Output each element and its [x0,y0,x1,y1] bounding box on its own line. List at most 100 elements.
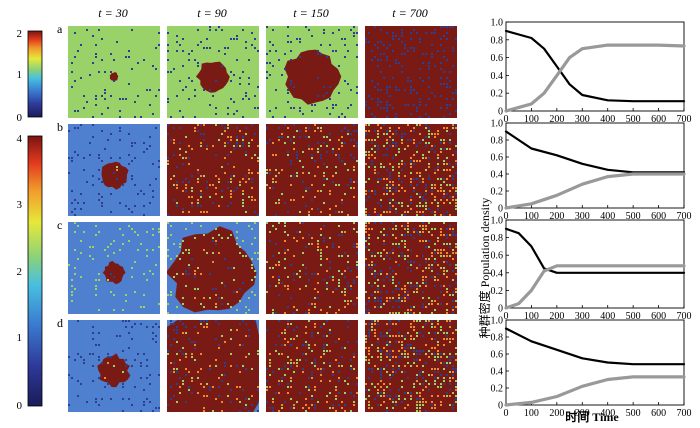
snapshot-a-3 [266,26,358,118]
y-tick-label: 1.0 [491,18,504,29]
time-header-700: t = 700 [392,6,427,20]
x-tick-label: 400 [600,408,615,419]
x-tick-label: 600 [651,211,666,222]
x-tick-label: 100 [524,211,539,222]
snapshot-c-2 [167,222,259,314]
x-tick-label: 700 [677,408,692,419]
y-tick-label: 0 [498,204,503,215]
y-tick-label: 0.8 [491,136,504,147]
snapshot-d-4 [365,320,457,412]
snapshot-grid [68,26,457,412]
x-tick-label: 0 [504,211,509,222]
x-tick-label: 700 [677,211,692,222]
snapshot-d-3 [266,320,358,412]
series-line-black [504,227,686,274]
x-tick-label: 500 [626,114,641,125]
series-line-gray [504,43,686,113]
chart-panel-b: 0 0.2 0.4 0.6 0.8 1.0 0 100 200 300 400 500 600 700 [491,119,692,223]
colorbar-bottom-label-4: 4 [17,133,23,145]
x-tick-label: 400 [600,211,615,222]
x-axis-label: 时间 Time [565,409,619,424]
x-tick-label: 600 [651,408,666,419]
row-label-b: b [57,120,63,134]
snapshot-a-4 [365,26,457,118]
snapshot-b-4 [365,124,457,216]
row-label-d: d [57,316,63,330]
colorbar-bottom: 4 3 2 1 0 [17,133,43,412]
x-tick-label: 400 [600,114,615,125]
snapshot-b-3 [266,124,358,216]
x-tick-label: 600 [651,114,666,125]
x-tick-label: 0 [504,311,509,322]
time-header-150: t = 150 [293,6,328,20]
y-tick-label: 0.4 [491,268,504,279]
x-tick-label: 200 [549,211,564,222]
colorbar-bottom-label-1: 1 [17,332,23,344]
chart-panel-d: 0 0.2 0.4 0.6 0.8 1.0 0 100 200 300 400 500 600 700 [491,316,692,420]
x-tick-label: 500 [626,408,641,419]
series-line-gray [504,375,686,407]
x-tick-label: 500 [626,311,641,322]
x-tick-label: 400 [600,311,615,322]
y-tick-label: 0.8 [491,233,504,244]
snapshot-d-1 [68,320,160,412]
population-density-charts: 00.20.40.60.81.00 100 200 300 400 500 600 70000… [491,18,692,420]
x-tick-label: 0 [504,408,509,419]
y-axis-label: 种群密度 Population density [477,198,492,339]
y-tick-label: 0.6 [491,251,504,262]
snapshot-b-1 [68,124,160,216]
chart-panel-a: 0 0.2 0.4 0.6 0.8 1.0 0 100 200 300 400 500 600 700 [491,18,692,126]
x-tick-label: 200 [549,408,564,419]
y-tick-label: 0.2 [491,89,504,100]
row-labels: a b c d [57,22,63,330]
x-tick-label: 500 [626,211,641,222]
colorbar-bottom-label-3: 3 [17,199,23,211]
x-tick-label: 100 [524,114,539,125]
y-tick-label: 0.4 [491,170,504,181]
colorbar-bottom-label-0: 0 [17,400,23,412]
y-tick-label: 0.4 [491,71,504,82]
colorbar-top-min-label: 0 [17,112,23,124]
y-tick-label: 0.2 [491,286,504,297]
series-line-gray [504,264,686,310]
y-tick-label: 0.6 [491,350,504,361]
chart-frame [505,122,685,209]
x-tick-label: 200 [549,114,564,125]
y-tick-label: 0 [498,107,503,118]
series-line-black [504,130,686,174]
snapshot-b-2 [167,124,259,216]
colorbar-top: 2 1 0 [17,28,43,124]
x-tick-label: 100 [524,408,539,419]
x-tick-label: 300 [575,114,590,125]
row-label-c: c [57,218,62,232]
time-header-90: t = 90 [197,6,226,20]
chart-frame [505,219,685,309]
x-tick-label: 100 [524,311,539,322]
x-tick-label: 700 [677,311,692,322]
snapshot-a-2 [167,26,259,118]
y-tick-label: 0.2 [491,384,504,395]
x-tick-label: 300 [575,408,590,419]
chart-panel-c: 0 0.2 0.4 0.6 0.8 1.0 0 100 200 300 400 500 600 700 [491,216,692,323]
y-tick-label: 1.0 [491,316,504,327]
y-tick-label: 0 [498,304,503,315]
x-tick-label: 300 [575,211,590,222]
y-tick-label: 0 [498,401,503,412]
y-tick-label: 0.4 [491,367,504,378]
x-tick-label: 200 [549,311,564,322]
series-line-black [504,29,686,103]
row-label-a: a [57,22,63,36]
x-tick-label: 300 [575,311,590,322]
snapshot-c-1 [68,222,160,314]
colorbar-top-max-label: 2 [17,28,23,40]
time-headers: t = 30 t = 90 t = 150 t = 700 [98,6,427,20]
time-header-30: t = 30 [98,6,127,20]
y-tick-label: 1.0 [491,216,504,227]
snapshot-c-3 [266,222,358,314]
y-tick-label: 0.2 [491,187,504,198]
series-line-black [504,327,686,366]
chart-frame [505,21,685,112]
x-tick-label: 0 [504,114,509,125]
snapshot-c-4 [365,222,457,314]
